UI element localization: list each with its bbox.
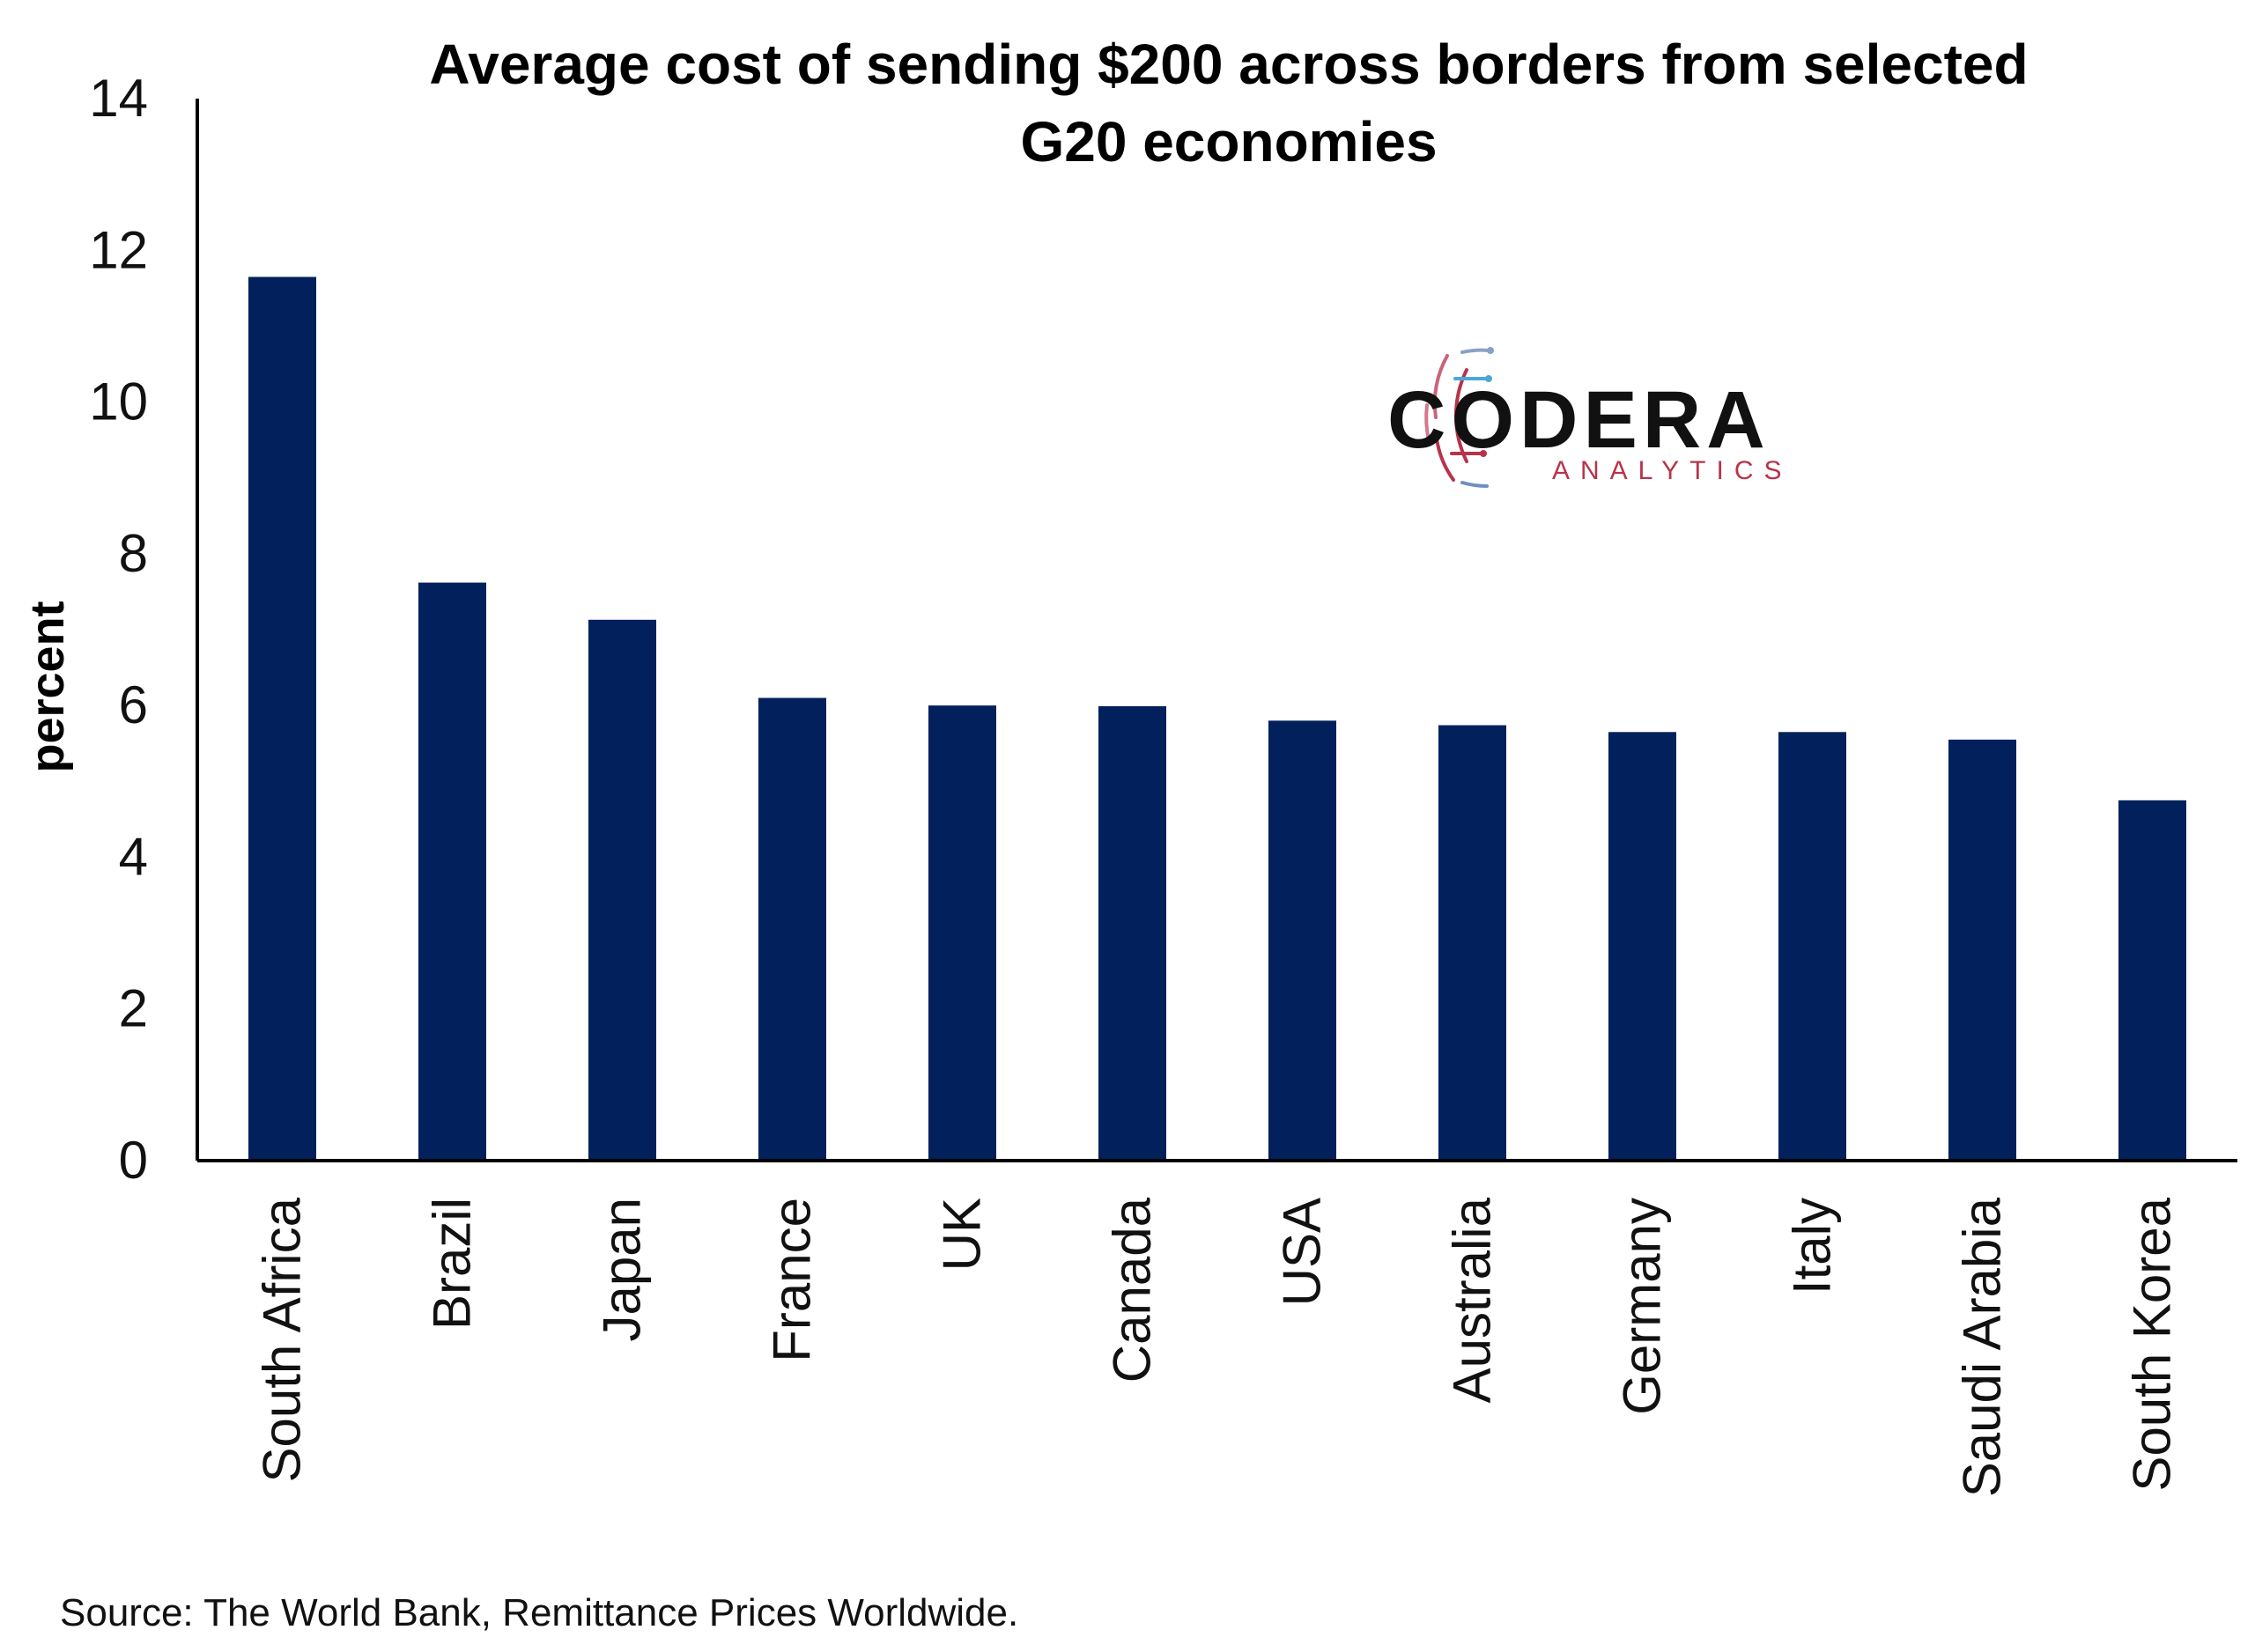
y-axis-ticks: 0 2 4 6 8 10 12 14 xyxy=(89,69,148,1190)
x-tick-label: Japan xyxy=(593,1198,652,1341)
chart-title-line-1: Average cost of sending $200 across bord… xyxy=(429,33,2028,96)
bar xyxy=(418,582,486,1161)
bar xyxy=(1948,739,2016,1161)
x-tick-label: Canada xyxy=(1103,1197,1162,1383)
x-tick-label: South Korea xyxy=(2123,1197,2182,1491)
bar xyxy=(1098,706,1166,1161)
bar xyxy=(758,697,826,1161)
bars xyxy=(248,277,2186,1162)
source-note: Source: The World Bank, Remittance Price… xyxy=(60,1591,1018,1634)
x-tick-label: Saudi Arabia xyxy=(1953,1197,2012,1497)
logo-circuit-icon xyxy=(1424,347,1494,488)
x-axis-labels: South Africa Brazil Japan France UK Canada USA… xyxy=(253,1197,2182,1497)
bar xyxy=(1778,732,1846,1161)
bar xyxy=(1268,720,1336,1161)
x-tick-label: France xyxy=(763,1198,822,1362)
bar xyxy=(248,277,316,1162)
x-tick-label: UK xyxy=(933,1198,992,1271)
x-tick-label: USA xyxy=(1273,1198,1332,1306)
bar xyxy=(1438,725,1506,1161)
y-tick-label: 12 xyxy=(89,220,148,279)
chart-title: Average cost of sending $200 across bord… xyxy=(429,33,2028,173)
logo-wordmark: CODERA xyxy=(1387,375,1771,465)
logo-subtitle: ANALYTICS xyxy=(1552,456,1793,485)
x-tick-label: Australia xyxy=(1443,1197,1502,1403)
x-tick-label: Germany xyxy=(1613,1198,1672,1415)
bar xyxy=(588,619,656,1161)
y-tick-label: 14 xyxy=(89,69,148,128)
y-tick-label: 0 xyxy=(119,1131,148,1190)
y-tick-label: 2 xyxy=(119,979,148,1038)
y-tick-label: 4 xyxy=(119,827,148,886)
y-tick-label: 10 xyxy=(89,372,148,431)
bar xyxy=(2118,800,2186,1161)
y-tick-label: 6 xyxy=(119,675,148,734)
y-tick-label: 8 xyxy=(119,524,148,583)
y-axis-label: percent xyxy=(21,601,74,772)
chart-title-line-2: G20 economies xyxy=(1020,110,1437,173)
x-tick-label: Brazil xyxy=(423,1198,482,1330)
x-tick-label: Italy xyxy=(1783,1198,1842,1294)
bar xyxy=(928,705,996,1161)
x-tick-label: South Africa xyxy=(253,1197,312,1482)
bar xyxy=(1608,732,1676,1161)
codera-logo: CODERA ANALYTICS xyxy=(1387,347,1793,488)
